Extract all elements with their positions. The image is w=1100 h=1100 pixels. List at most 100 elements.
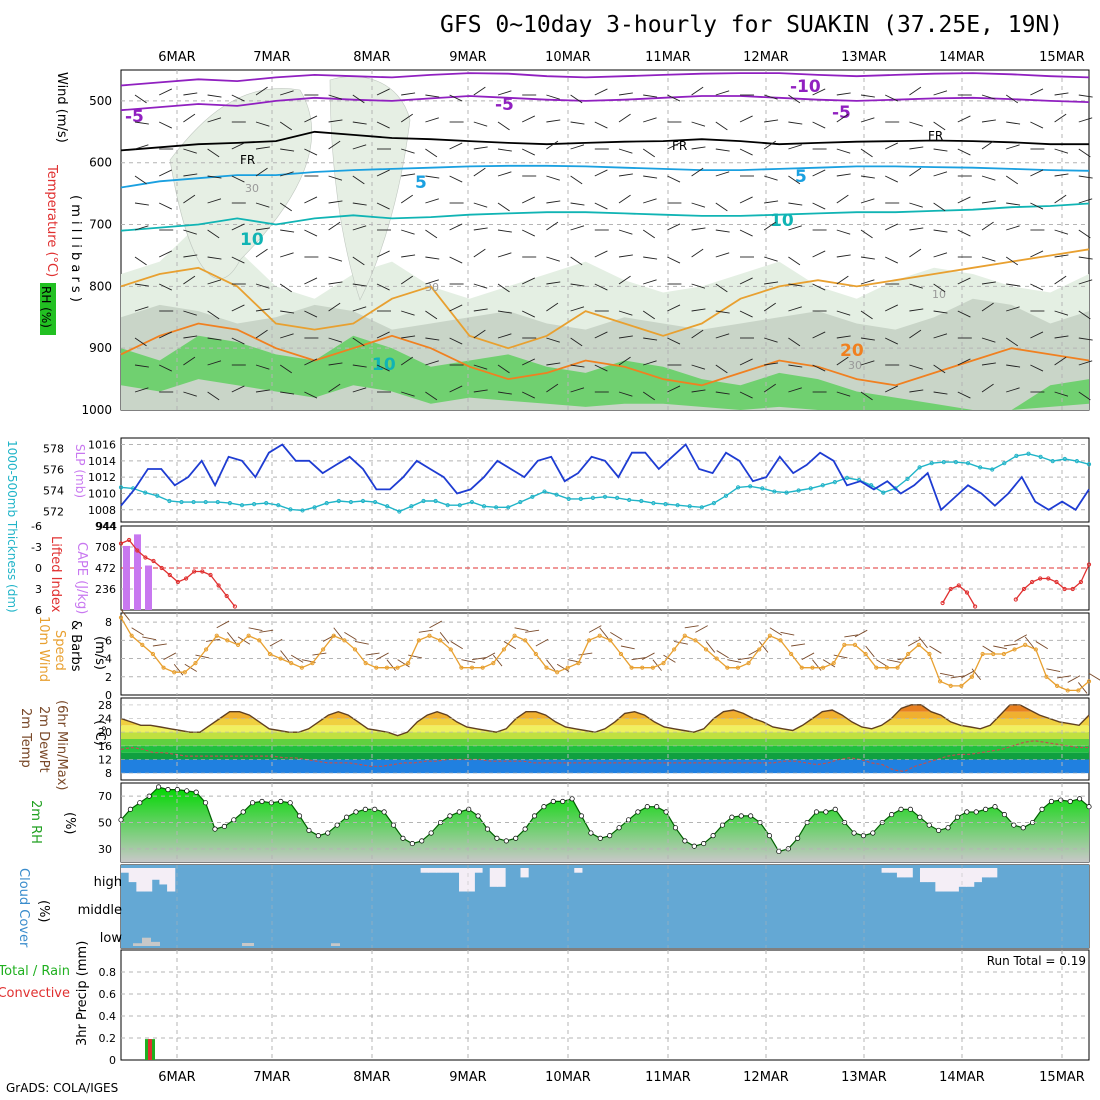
cloud-low-bar [142, 937, 151, 946]
wind-barb [134, 256, 147, 266]
date-label-top: 13MAR [841, 50, 887, 65]
wind-barb [1030, 283, 1044, 291]
wind-barb [933, 90, 948, 96]
rh-point [644, 804, 650, 810]
rh-point [287, 800, 293, 806]
cape-ytick-top: 944 [96, 520, 117, 533]
thickness-point [941, 460, 946, 465]
wind-barb [642, 310, 656, 320]
li-ytick: -3 [31, 541, 42, 554]
li-ylabel: Lifted Index [48, 536, 63, 613]
wind-barb [279, 283, 293, 293]
rh-point [184, 788, 190, 794]
wind-speed-point [874, 665, 879, 670]
wind-barb [449, 385, 463, 393]
wind-barb [570, 364, 585, 368]
wind-barb [546, 94, 560, 100]
wind-speed-point [310, 661, 315, 666]
wind-barb [376, 250, 390, 258]
thickness-point [300, 508, 305, 513]
upper-ylabel-rh: RH (%) [39, 286, 53, 328]
legend-rain: Rain [41, 964, 70, 979]
wind-barb [425, 148, 438, 158]
wind-barb [497, 391, 512, 395]
wind-barb [159, 364, 173, 372]
rh-point [597, 835, 603, 841]
wind-barb [522, 148, 536, 156]
wind-barb [279, 202, 293, 212]
wind-barb [1006, 202, 1021, 206]
wind-barb [739, 358, 753, 366]
cloud-high-bar [136, 868, 145, 892]
wind-barb [860, 175, 875, 179]
date-label-top: 15MAR [1039, 50, 1085, 65]
contour-label: FR [928, 129, 943, 143]
thickness-point [385, 504, 390, 509]
wind-barb [691, 248, 704, 258]
thickness-point [530, 494, 535, 499]
thickness-point [990, 467, 995, 472]
wind-barb-10m [939, 672, 954, 677]
wind-speed-point [916, 642, 921, 647]
wind-speed-point [427, 633, 432, 638]
rh-point [1067, 798, 1073, 804]
wind-speed-point [321, 647, 326, 652]
wind-barb [570, 306, 585, 312]
wind-barb [449, 256, 463, 264]
wind-barb [207, 229, 220, 239]
thickness-point [445, 503, 450, 508]
rh-grid [121, 783, 1089, 862]
cloud-high-bar [927, 868, 936, 883]
wind-barb-10m [610, 631, 623, 641]
cape-ytick: 472 [95, 562, 116, 575]
wind-barb-10m [290, 654, 304, 663]
wind-barb-10m [152, 643, 167, 647]
wind-barb [231, 223, 245, 231]
rh-point [118, 817, 124, 823]
wind-barb-10m [418, 629, 433, 633]
wind-barb [691, 86, 704, 96]
wind-speed-point [352, 647, 358, 652]
wind-barb-10m [1057, 675, 1071, 679]
contour-label: 30 [848, 359, 862, 372]
wind-barb [1054, 356, 1067, 366]
rh-point [231, 817, 237, 823]
wind-barb [715, 283, 728, 293]
wind-barb [546, 119, 561, 123]
wind-barb [1078, 229, 1091, 239]
wind-barb [497, 252, 512, 258]
wind-barb [691, 167, 704, 177]
date-label-bottom: 12MAR [743, 1070, 789, 1085]
wind-barb [957, 196, 971, 204]
thickness-point [409, 504, 414, 509]
rh-point [813, 809, 820, 815]
wind-barb [207, 175, 222, 179]
wind-barb [1054, 310, 1069, 316]
wind-barb [885, 175, 899, 183]
wind-barb [957, 391, 971, 399]
temp-ytick: 16 [98, 740, 112, 753]
wind-barb [885, 94, 899, 102]
date-label-bottom: 15MAR [1039, 1070, 1085, 1085]
rh-point [1020, 825, 1026, 831]
thickness-point [663, 502, 668, 507]
thickness-point [917, 465, 922, 470]
thickness-point [953, 460, 959, 465]
wind-barb-10m [503, 641, 517, 650]
wind-speed-point [203, 647, 209, 652]
wind-speed-point [810, 665, 815, 670]
precip-legend: Total / Rain [0, 964, 70, 979]
wind-barb [425, 198, 439, 204]
thickness-point [711, 501, 717, 506]
rh-point [926, 822, 932, 828]
upper-ytick: 600 [89, 156, 112, 170]
rh-point [682, 838, 688, 844]
wind-barb-10m [429, 620, 442, 629]
rh-point [212, 826, 218, 832]
rh-point [306, 827, 312, 833]
wind-speed-point [118, 615, 124, 620]
rh-point [428, 830, 434, 836]
temp-band [121, 739, 1089, 746]
wind-barb-10m [216, 620, 230, 629]
wind-barb [304, 391, 318, 399]
